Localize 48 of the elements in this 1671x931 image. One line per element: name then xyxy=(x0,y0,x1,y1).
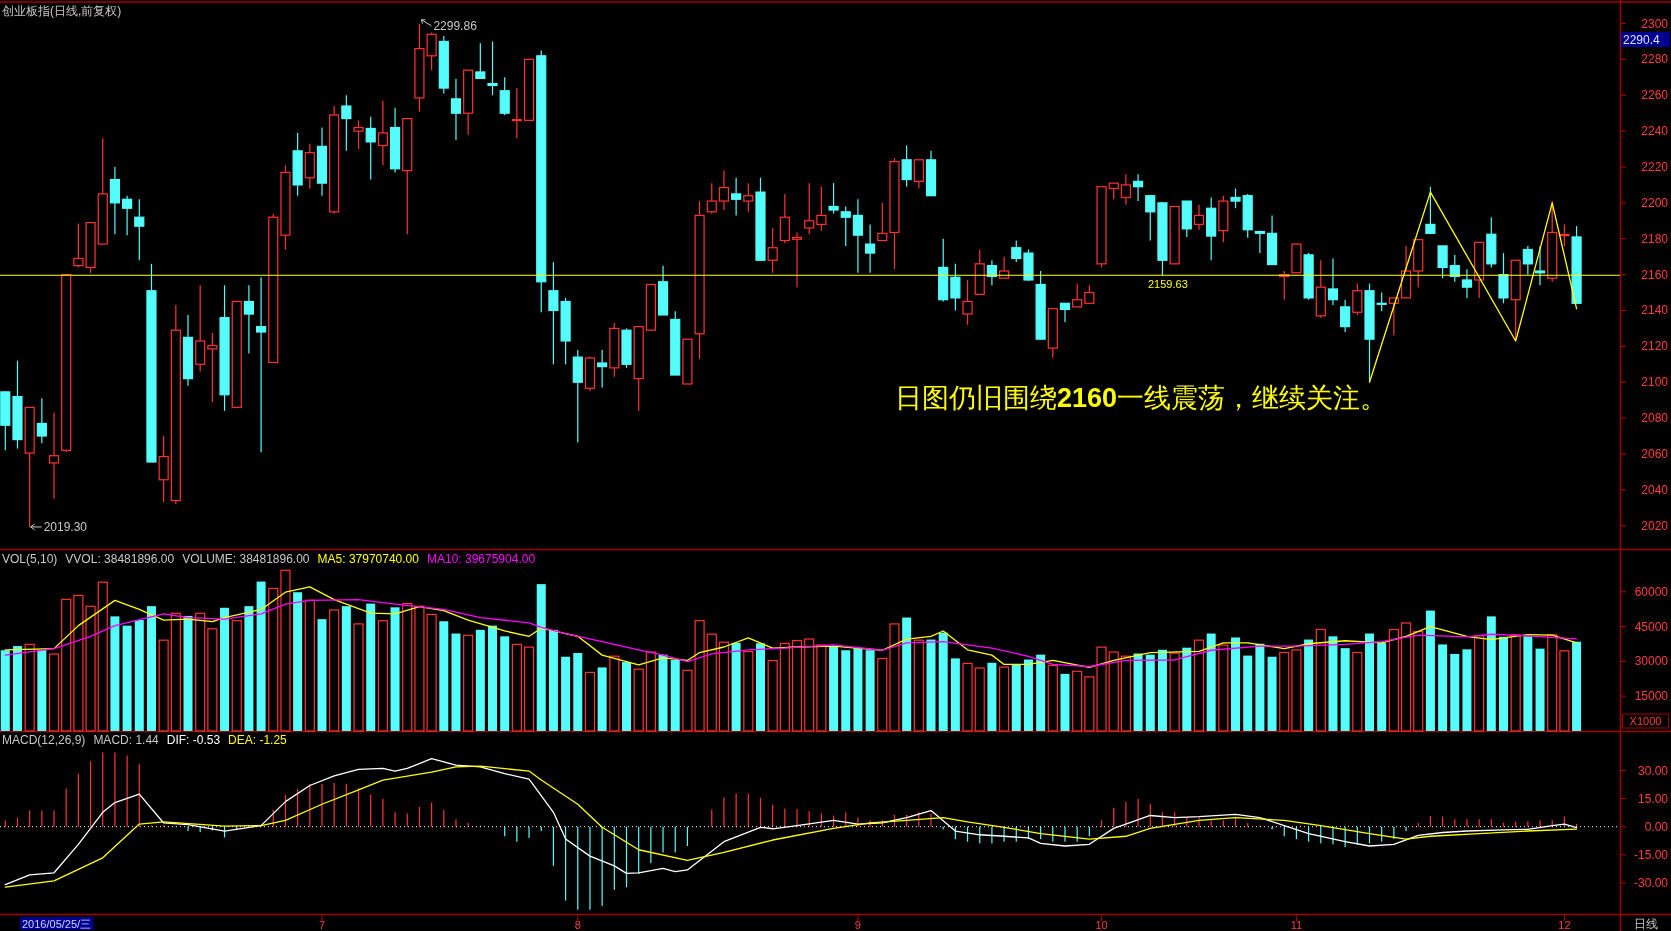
text: MA10: 39675904.00 xyxy=(426,552,536,566)
annotation: VVOL: 38481896.00 xyxy=(65,552,175,566)
y-tick-label: 15.00 xyxy=(1637,791,1669,806)
y-tick-label: 15000 xyxy=(1634,689,1669,704)
y-tick-label: 2280 xyxy=(1641,52,1669,67)
y-tick-label: 45000 xyxy=(1634,619,1669,634)
y-tick-label: 2200 xyxy=(1641,195,1669,210)
chart-title: MACD(12,26,9) xyxy=(2,733,86,747)
y-tick-label: 2160 xyxy=(1641,267,1669,282)
text: 2016/05/25/三 xyxy=(22,918,92,930)
x-tick-label: 7 xyxy=(318,919,326,931)
annotation: MACD: 1.44 xyxy=(93,733,160,747)
y-tick-label: 2020 xyxy=(1641,518,1669,533)
y-tick-label: 2120 xyxy=(1641,339,1669,354)
ref-line-label: 2159.63 xyxy=(1148,278,1188,291)
y-tick-label: 2140 xyxy=(1641,303,1669,318)
x-axis-title: 日线 xyxy=(1634,917,1658,931)
x-tick-label: 11 xyxy=(1290,919,1303,931)
y-tick-label: 2260 xyxy=(1641,88,1669,103)
y-tick-label: -30.00 xyxy=(1633,875,1669,890)
series-label: MA5: 37970740.00 xyxy=(317,552,420,566)
y-tick-label: 30000 xyxy=(1634,654,1669,669)
y-tick-label: -15.00 xyxy=(1633,847,1669,862)
y-tick-label: 2180 xyxy=(1641,231,1669,246)
x-tick-label: 10 xyxy=(1095,919,1108,931)
y-tick-label: 2300 xyxy=(1641,16,1669,31)
annotation: 日图仍旧围绕2160一线震荡，继续关注。 xyxy=(895,383,1388,413)
x-tick-label: 9 xyxy=(854,919,861,931)
annotation: VOLUME: 38481896.00 xyxy=(182,552,310,566)
y-tick-label: 2240 xyxy=(1641,124,1669,139)
text: 2290.4 xyxy=(1623,33,1661,47)
text: DIF: -0.53 xyxy=(166,733,221,747)
y-tick-label: 2080 xyxy=(1641,411,1669,426)
chart-title: 创业板指(日线,前复权) xyxy=(2,4,122,18)
annotation: 2019.30 xyxy=(43,519,88,534)
annotation: 2299.86 xyxy=(433,18,478,33)
x-tick-label: 8 xyxy=(574,919,581,931)
chart-title: VOL(5,10) xyxy=(2,552,58,566)
y-tick-label: 2220 xyxy=(1641,160,1669,174)
y-tick-label: 2100 xyxy=(1641,375,1669,390)
y-tick-label: 0.00 xyxy=(1644,819,1669,834)
x-tick-label: 12 xyxy=(1558,919,1571,931)
y-tick-label: 2060 xyxy=(1641,446,1669,461)
y-axis-title: X1000 xyxy=(1629,715,1662,727)
y-tick-label: 60000 xyxy=(1634,584,1669,599)
y-tick-label: 2040 xyxy=(1641,482,1669,497)
text: DEA: -1.25 xyxy=(228,733,288,747)
y-tick-label: 30.00 xyxy=(1637,763,1669,778)
